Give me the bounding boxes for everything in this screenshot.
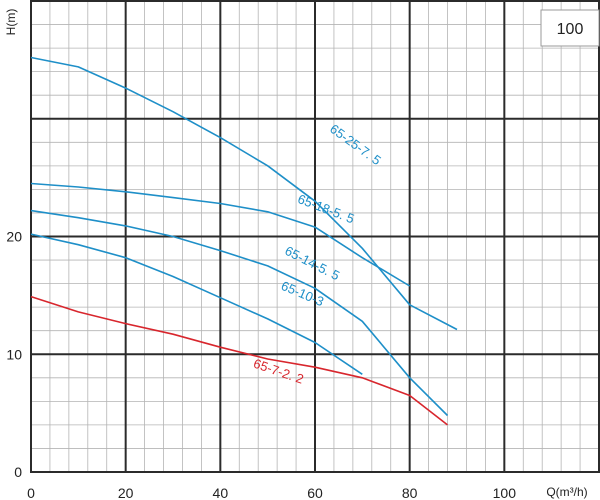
series-line-4 — [30, 233, 363, 375]
x-tick-label: 100 — [493, 485, 517, 500]
x-tick-label: 60 — [307, 485, 323, 500]
series-label-1: 65-25-7. 5 — [327, 121, 384, 168]
x-tick-label: 80 — [402, 485, 418, 500]
grid — [30, 0, 600, 473]
x-tick-label: 20 — [118, 485, 134, 500]
series-line-3 — [30, 209, 449, 417]
x-tick-label: 40 — [213, 485, 229, 500]
series-line-1 — [30, 56, 458, 331]
x-axis-title: Q(m³/h) — [546, 485, 587, 499]
series-labels: 65-25-7. 565-18-5. 565-14-5. 565-10-365-… — [252, 121, 384, 387]
series-line-5 — [30, 295, 448, 426]
series-line-2 — [30, 182, 411, 287]
tick-labels: 0 20 40 60 80 100 0 10 20 — [6, 229, 516, 500]
y-axis-title: H(m) — [4, 9, 18, 36]
y-tick-label: 10 — [6, 346, 22, 362]
y-tick-label: 0 — [14, 464, 22, 480]
model-badge-box — [540, 9, 600, 47]
plot-frame — [30, 0, 600, 473]
x-tick-label: 0 — [27, 485, 35, 500]
y-tick-label: 20 — [6, 229, 22, 245]
series-label-2: 65-18-5. 5 — [296, 191, 357, 226]
series-curves — [30, 56, 458, 426]
model-badge: 100 — [557, 21, 584, 38]
